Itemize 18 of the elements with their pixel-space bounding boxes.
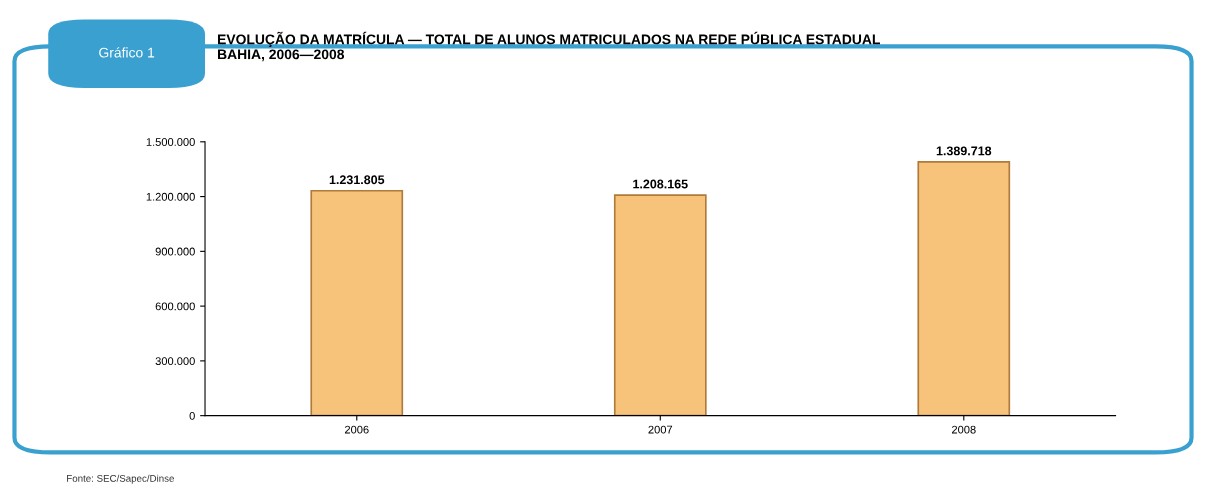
bar (613, 194, 707, 416)
x-tick-label: 2007 (648, 425, 673, 434)
bar (310, 189, 404, 416)
y-tick-label: 0 (189, 411, 195, 420)
bar (917, 161, 1011, 416)
y-tick-label: 1.500.000 (146, 138, 195, 146)
data-label: 1.208.165 (633, 179, 688, 189)
data-label: 1.389.718 (936, 146, 992, 156)
y-tick-label: 1.200.000 (146, 192, 195, 201)
chart-title: EVOLUÇÃO DA MATRÍCULA — TOTAL DE ALUNOS MATRICULADOS NA REDE PÚBLICA ESTADUAL BAHIA, 2006—2008 (218, 31, 880, 62)
source-note: Fonte: SEC/Sapec/Dinse (67, 474, 174, 484)
x-tick-label: 2008 (952, 425, 976, 434)
text: Gráfico 1 (99, 47, 155, 58)
y-tick-label: 600.000 (155, 302, 195, 311)
y-tick-label: 900.000 (155, 247, 195, 256)
x-tick-label: 2006 (344, 425, 369, 434)
data-label: 1.231.805 (329, 175, 385, 185)
y-tick-label: 300.000 (155, 357, 195, 366)
